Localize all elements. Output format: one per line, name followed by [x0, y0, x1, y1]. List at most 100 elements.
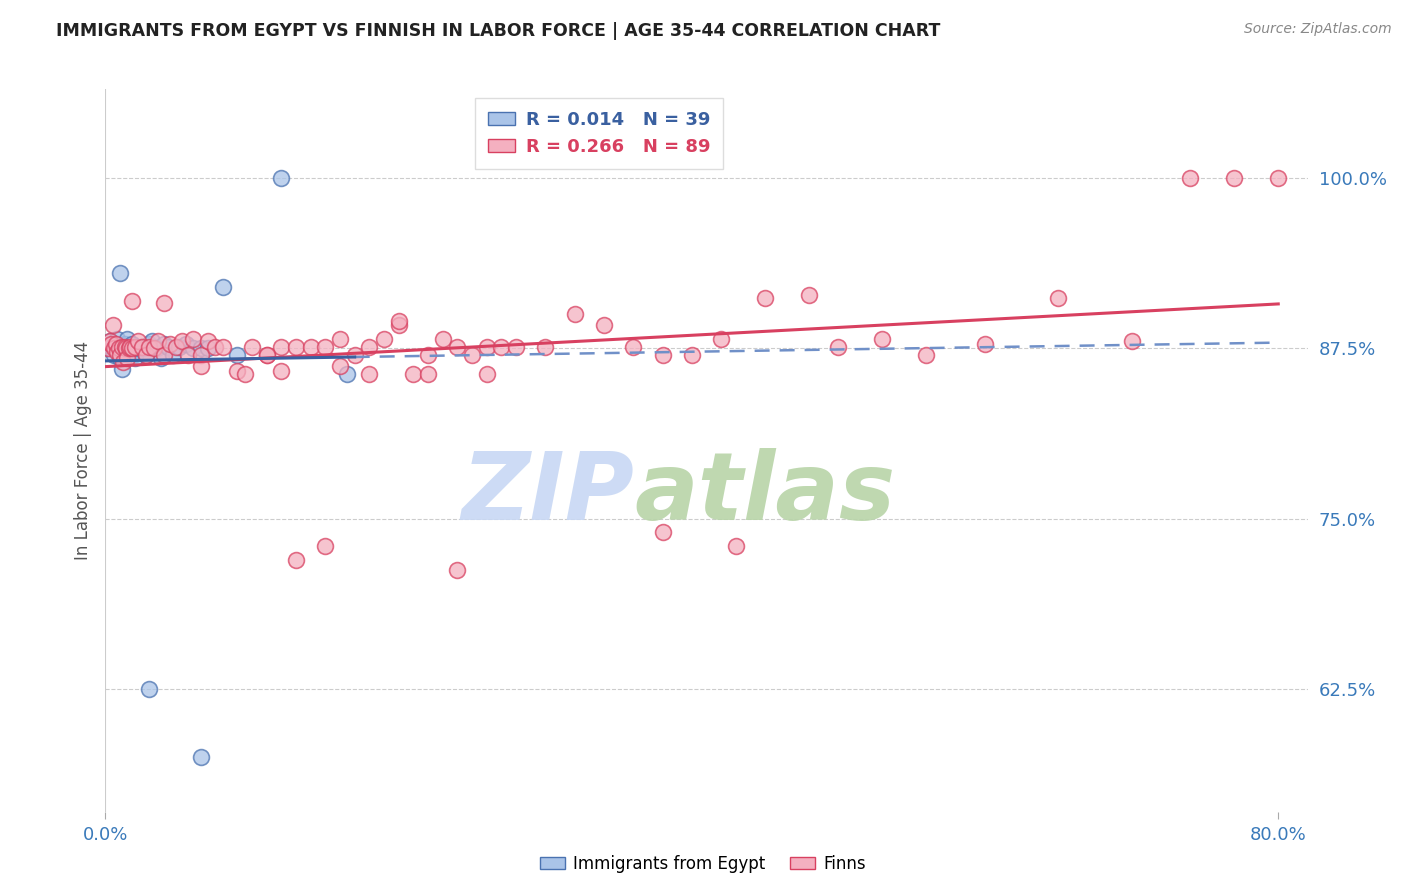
Point	[754, 291, 776, 305]
Point	[153, 337, 176, 351]
Point	[915, 348, 938, 362]
Point	[827, 340, 849, 354]
Y-axis label: In Labor Force | Age 35-44: In Labor Force | Age 35-44	[73, 341, 91, 560]
Point	[115, 341, 138, 355]
Point	[651, 525, 673, 540]
Point	[724, 539, 747, 553]
Point	[157, 340, 180, 354]
Point	[170, 334, 193, 349]
Point	[135, 348, 157, 362]
Point	[159, 337, 181, 351]
Point	[117, 351, 139, 365]
Point	[107, 341, 129, 355]
Point	[112, 355, 135, 369]
Point	[211, 280, 233, 294]
Point	[299, 340, 322, 354]
Point	[183, 332, 205, 346]
Legend: Immigrants from Egypt, Finns: Immigrants from Egypt, Finns	[533, 848, 873, 880]
Point	[120, 341, 142, 355]
Point	[505, 340, 527, 354]
Point	[1223, 170, 1246, 185]
Point	[240, 340, 263, 354]
Point	[226, 348, 249, 362]
Point	[108, 348, 131, 362]
Point	[416, 348, 439, 362]
Point	[491, 340, 513, 354]
Point	[1121, 334, 1143, 349]
Point	[100, 341, 122, 355]
Point	[138, 337, 160, 351]
Point	[336, 367, 359, 381]
Point	[270, 170, 292, 185]
Point	[174, 337, 197, 351]
Point	[329, 359, 352, 373]
Point	[122, 348, 145, 362]
Point	[373, 332, 395, 346]
Text: IMMIGRANTS FROM EGYPT VS FINNISH IN LABOR FORCE | AGE 35-44 CORRELATION CHART: IMMIGRANTS FROM EGYPT VS FINNISH IN LABO…	[56, 22, 941, 40]
Point	[416, 367, 439, 381]
Point	[117, 332, 139, 346]
Point	[104, 337, 127, 351]
Point	[121, 337, 143, 351]
Point	[270, 340, 292, 354]
Point	[120, 340, 142, 354]
Point	[165, 340, 187, 354]
Text: atlas: atlas	[634, 448, 896, 540]
Point	[107, 341, 129, 355]
Point	[105, 332, 128, 346]
Point	[270, 364, 292, 378]
Point	[564, 307, 586, 321]
Point	[256, 348, 278, 362]
Point	[141, 334, 163, 349]
Point	[797, 288, 820, 302]
Point	[142, 341, 165, 355]
Point	[974, 337, 997, 351]
Point	[204, 340, 226, 354]
Point	[118, 345, 141, 359]
Point	[162, 348, 184, 362]
Point	[359, 340, 381, 354]
Point	[114, 337, 136, 351]
Point	[121, 293, 143, 308]
Point	[98, 334, 121, 349]
Point	[97, 341, 120, 355]
Point	[446, 340, 468, 354]
Point	[135, 348, 157, 362]
Point	[150, 351, 173, 365]
Point	[124, 351, 146, 365]
Point	[432, 332, 454, 346]
Point	[872, 332, 894, 346]
Point	[153, 348, 176, 362]
Point	[681, 348, 703, 362]
Point	[211, 340, 233, 354]
Point	[475, 367, 498, 381]
Point	[100, 337, 122, 351]
Point	[127, 341, 149, 355]
Point	[138, 340, 160, 354]
Point	[621, 340, 644, 354]
Point	[127, 334, 149, 349]
Text: ZIP: ZIP	[461, 448, 634, 540]
Point	[461, 348, 484, 362]
Point	[651, 348, 673, 362]
Point	[176, 348, 198, 362]
Point	[105, 345, 128, 359]
Point	[97, 341, 120, 355]
Point	[129, 340, 152, 354]
Point	[138, 681, 160, 696]
Point	[1047, 291, 1070, 305]
Point	[446, 563, 468, 577]
Point	[103, 348, 125, 362]
Point	[115, 341, 138, 355]
Point	[197, 341, 219, 355]
Point	[98, 334, 121, 349]
Point	[285, 552, 308, 566]
Point	[110, 361, 132, 376]
Point	[329, 332, 352, 346]
Point	[110, 340, 132, 354]
Point	[108, 351, 131, 365]
Point	[197, 334, 219, 349]
Point	[314, 539, 336, 553]
Point	[167, 340, 190, 354]
Point	[112, 345, 135, 359]
